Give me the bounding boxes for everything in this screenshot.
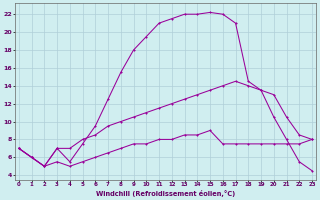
X-axis label: Windchill (Refroidissement éolien,°C): Windchill (Refroidissement éolien,°C) — [96, 190, 235, 197]
